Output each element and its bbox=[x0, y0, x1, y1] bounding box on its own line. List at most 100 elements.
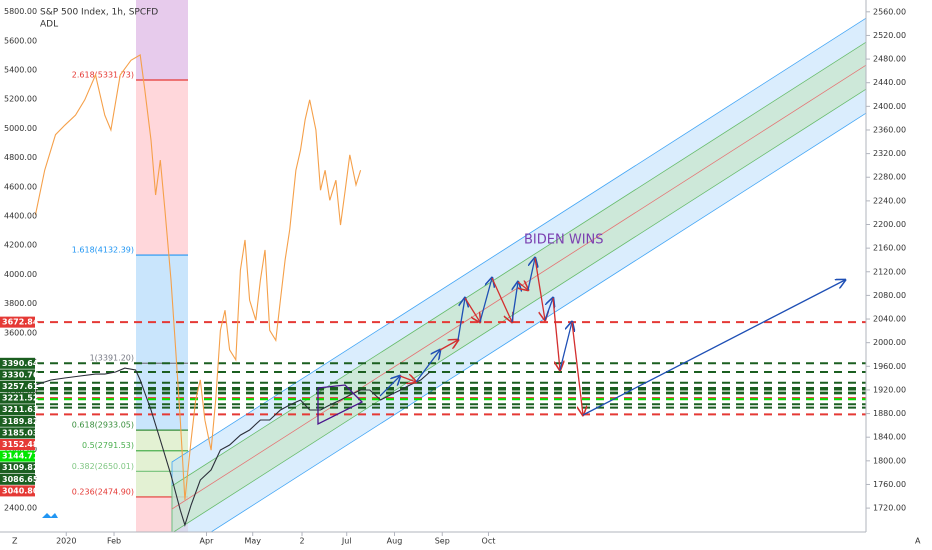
y2-tick-label: 1760.00 bbox=[873, 480, 906, 489]
level-label: 3152.48 bbox=[2, 440, 39, 449]
level-label-bg bbox=[0, 369, 35, 381]
data-layer bbox=[34, 54, 866, 527]
y-tick-label: 5400.00 bbox=[4, 66, 37, 75]
arrow-down bbox=[552, 297, 560, 370]
axes-layer: 2400.002600.002800.003000.003200.003400.… bbox=[0, 7, 906, 546]
y2-tick-label: 2120.00 bbox=[873, 267, 906, 276]
level-label: 3086.65 bbox=[2, 475, 39, 484]
y2-tick-label: 2320.00 bbox=[873, 149, 906, 158]
y2-tick-label: 2200.00 bbox=[873, 220, 906, 229]
x-tick-label: May bbox=[244, 537, 261, 546]
y2-tick-label: 2280.00 bbox=[873, 173, 906, 182]
auto-button[interactable]: A bbox=[915, 537, 921, 546]
arrow-up bbox=[415, 350, 440, 383]
level-label: 3040.80 bbox=[2, 486, 39, 495]
level-label: 3257.61 bbox=[2, 382, 39, 391]
level-label-bg bbox=[0, 415, 35, 427]
arrow-down bbox=[534, 257, 545, 320]
level-label-bg bbox=[0, 439, 35, 451]
y-tick-label: 4800.00 bbox=[4, 153, 37, 162]
y2-tick-label: 1800.00 bbox=[873, 456, 906, 465]
arrow-up bbox=[544, 298, 553, 321]
level-label-bg bbox=[0, 473, 35, 485]
level-label-bg bbox=[0, 381, 35, 393]
fib-label: 2.618(5331.73) bbox=[72, 71, 134, 80]
level-label: 3390.64 bbox=[2, 359, 39, 368]
arrow-down bbox=[571, 321, 583, 415]
y2-tick-label: 1840.00 bbox=[873, 433, 906, 442]
series-line bbox=[34, 54, 362, 500]
fib-label: 0.5(2791.53) bbox=[82, 441, 134, 450]
y-tick-label: 5600.00 bbox=[4, 36, 37, 45]
fib-label: 0.382(2650.01) bbox=[72, 462, 134, 471]
y2-tick-label: 2440.00 bbox=[873, 78, 906, 87]
level-label: 3672.84 bbox=[2, 318, 39, 327]
y2-tick-label: 2520.00 bbox=[873, 31, 906, 40]
fib-label: 1.618(4132.39) bbox=[72, 246, 134, 255]
y2-tick-label: 1880.00 bbox=[873, 409, 906, 418]
arrow-down bbox=[491, 277, 512, 322]
arrow-up bbox=[479, 278, 492, 323]
level-label: 3330.76 bbox=[2, 370, 39, 379]
level-label-bg bbox=[0, 357, 35, 369]
x-tick-label: Jul bbox=[341, 537, 352, 546]
arrow-up bbox=[559, 322, 572, 371]
x-tick-label: Aug bbox=[387, 537, 403, 546]
right-axis-bg bbox=[866, 0, 932, 550]
level-label-bg bbox=[0, 427, 35, 439]
arrow-up bbox=[379, 376, 400, 397]
y-tick-label: 4600.00 bbox=[4, 182, 37, 191]
x-tick-label: Feb bbox=[107, 537, 121, 546]
y-tick-label: 4200.00 bbox=[4, 241, 37, 250]
level-label-bg bbox=[0, 392, 35, 404]
level-label: 3211.63 bbox=[2, 405, 38, 414]
y-tick-label: 5200.00 bbox=[4, 95, 37, 104]
background-layer: 2.618(5331.73) 1.618(4132.39) 1(3391.20) 0.… bbox=[72, 0, 188, 532]
y2-tick-label: 2560.00 bbox=[873, 7, 906, 16]
x-tick-label: 2 bbox=[299, 537, 304, 546]
x-tick-label: Apr bbox=[200, 537, 215, 546]
level-label-bg bbox=[0, 485, 35, 497]
fib-label: 1(3391.20) bbox=[90, 354, 134, 363]
level-label-bg bbox=[0, 316, 35, 328]
y-tick-label: 3600.00 bbox=[4, 328, 37, 337]
y-tick-label: 3800.00 bbox=[4, 299, 37, 308]
y-tick-label: 4400.00 bbox=[4, 212, 37, 221]
scale-button[interactable]: Z bbox=[12, 537, 18, 546]
legend-entry: ADL bbox=[40, 20, 58, 30]
level-label: 3144.71 bbox=[2, 452, 39, 461]
channel-inner bbox=[171, 41, 866, 532]
x-tick-label: 2020 bbox=[56, 537, 76, 546]
projection bbox=[317, 257, 845, 426]
fib-label: 0.618(2933.05) bbox=[72, 421, 134, 430]
chart-title: S&P 500 Index, 1h, SPCFD bbox=[40, 8, 158, 18]
y-tick-label: 5800.00 bbox=[4, 7, 37, 16]
y2-tick-label: 2040.00 bbox=[873, 315, 906, 324]
x-tick-label: Oct bbox=[482, 537, 496, 546]
y2-tick-label: 2360.00 bbox=[873, 125, 906, 134]
arrow-up bbox=[511, 282, 518, 323]
series-line bbox=[35, 367, 431, 527]
arrow-down bbox=[399, 376, 416, 382]
y2-tick-label: 1920.00 bbox=[873, 385, 906, 394]
pennant bbox=[317, 384, 364, 426]
arrow-up bbox=[582, 280, 845, 416]
fib-label: 0.236(2474.90) bbox=[72, 487, 134, 496]
y2-tick-label: 2480.00 bbox=[873, 55, 906, 64]
y2-tick-label: 2000.00 bbox=[873, 338, 906, 347]
logo bbox=[42, 513, 58, 518]
y2-tick-label: 1960.00 bbox=[873, 362, 906, 371]
y2-tick-label: 2240.00 bbox=[873, 196, 906, 205]
channel-center bbox=[171, 64, 866, 510]
y-tick-label: 5000.00 bbox=[4, 124, 37, 133]
y-tick-label: 2400.00 bbox=[4, 503, 37, 512]
y2-tick-label: 2080.00 bbox=[873, 291, 906, 300]
y2-tick-label: 2400.00 bbox=[873, 102, 906, 111]
arrow-down bbox=[517, 282, 528, 290]
fib-zone bbox=[136, 80, 188, 256]
level-label-bg bbox=[0, 462, 35, 474]
y2-tick-label: 1720.00 bbox=[873, 504, 906, 513]
arrow-down bbox=[464, 297, 480, 322]
